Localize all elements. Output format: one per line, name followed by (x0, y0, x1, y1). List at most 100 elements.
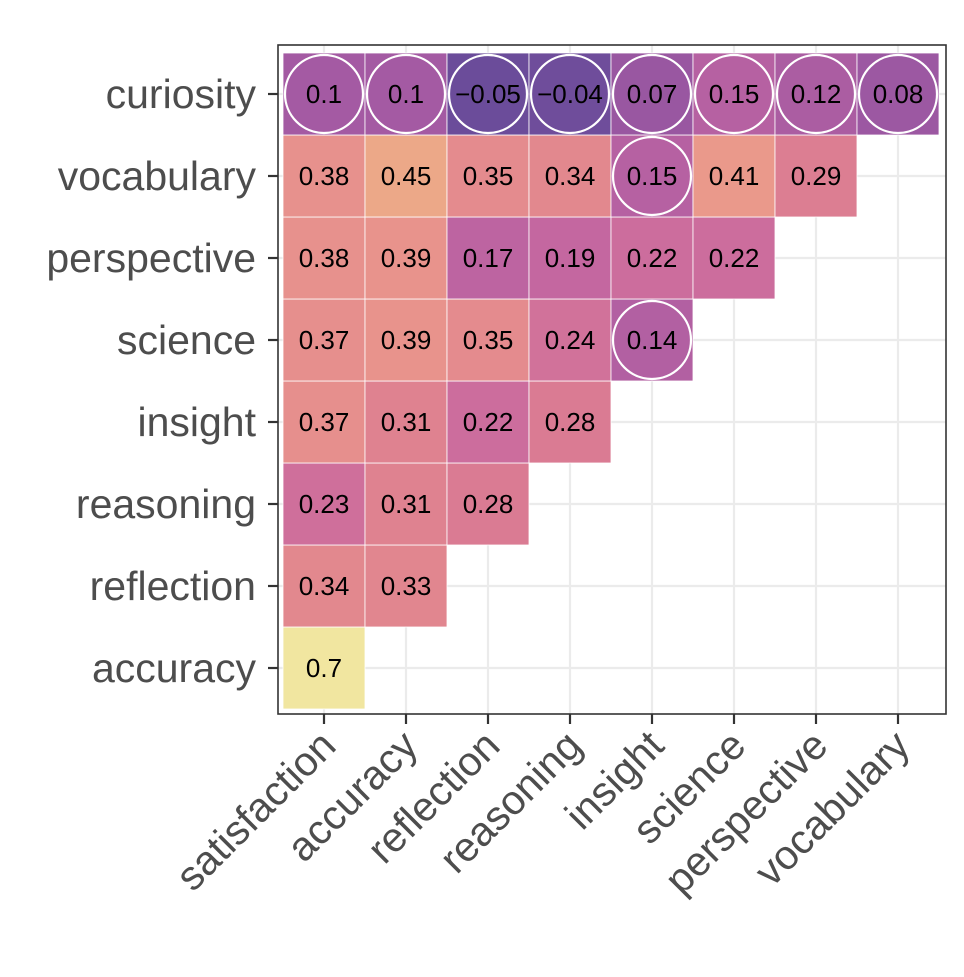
heatmap-cell: 0.1 (282, 52, 366, 136)
cell-value-label: −0.04 (537, 79, 603, 109)
cell-circle-marker (365, 53, 447, 135)
cell-value-label: 0.37 (299, 407, 350, 437)
heatmap-cell: 0.34 (282, 544, 366, 628)
cell-tile (446, 380, 530, 464)
cell-tile (446, 134, 530, 218)
cell-value-label: 0.19 (545, 243, 596, 273)
y-tick-label: reasoning (76, 481, 256, 527)
cell-value-label: 0.7 (306, 653, 342, 683)
cell-value-label: 0.12 (791, 79, 842, 109)
cell-value-label: −0.05 (455, 79, 521, 109)
heatmap-cell: 0.08 (856, 52, 940, 136)
heatmap-cell: 0.7 (282, 626, 366, 710)
cell-tile (528, 380, 612, 464)
cell-value-label: 0.34 (545, 161, 596, 191)
heatmap-cell: 0.24 (528, 298, 612, 382)
y-tick-label: reflection (90, 563, 256, 609)
heatmap-cell: 0.14 (610, 298, 694, 382)
cell-circle-marker (611, 299, 693, 381)
heatmap-cell: 0.38 (282, 134, 366, 218)
heatmap-cell: 0.29 (774, 134, 858, 218)
cell-tile (774, 134, 858, 218)
cell-value-label: 0.22 (463, 407, 514, 437)
heatmap-cell: 0.39 (364, 216, 448, 300)
cell-value-label: 0.39 (381, 325, 432, 355)
cell-circle-marker (611, 135, 693, 217)
cell-circle-marker (857, 53, 939, 135)
cell-value-label: 0.17 (463, 243, 514, 273)
heatmap-cell: 0.17 (446, 216, 530, 300)
y-tick-label: accuracy (92, 645, 257, 691)
heatmap-cell: 0.1 (364, 52, 448, 136)
cell-tile (446, 216, 530, 300)
panel-border (277, 44, 947, 715)
cell-tile (528, 216, 612, 300)
cell-value-label: 0.1 (388, 79, 424, 109)
heatmap-cell: 0.15 (610, 134, 694, 218)
heatmap-cell: 0.45 (364, 134, 448, 218)
heatmap-cell: 0.41 (692, 134, 776, 218)
heatmap-cell: 0.37 (282, 380, 366, 464)
heatmap-cells: 0.7 0.34 0.33 0.23 0.31 0.28 0.37 0.31 0.22 0.28 0… (282, 52, 940, 710)
cell-circle-marker (283, 53, 365, 135)
cell-value-label: 0.34 (299, 571, 350, 601)
cell-value-label: 0.31 (381, 489, 432, 519)
cell-circle-marker (693, 53, 775, 135)
cell-value-label: 0.07 (627, 79, 678, 109)
cell-value-label: 0.38 (299, 161, 350, 191)
cell-value-label: 0.08 (873, 79, 924, 109)
cell-value-label: 0.35 (463, 325, 514, 355)
cell-value-label: 0.38 (299, 243, 350, 273)
heatmap-cell: 0.37 (282, 298, 366, 382)
cell-value-label: 0.24 (545, 325, 596, 355)
cell-tile (282, 298, 366, 382)
heatmap-cell: 0.35 (446, 298, 530, 382)
heatmap-cell: 0.12 (774, 52, 858, 136)
heatmap-cell: 0.39 (364, 298, 448, 382)
y-tick-label: science (117, 317, 256, 363)
cell-value-label: 0.35 (463, 161, 514, 191)
cell-tile (364, 380, 448, 464)
y-tick-label: insight (137, 399, 256, 445)
heatmap-cell: 0.35 (446, 134, 530, 218)
cell-tile (282, 216, 366, 300)
cell-value-label: 0.14 (627, 325, 678, 355)
cell-value-label: 0.33 (381, 571, 432, 601)
y-tick-label: curiosity (106, 71, 257, 117)
cell-value-label: 0.15 (709, 79, 760, 109)
heatmap-cell: 0.19 (528, 216, 612, 300)
heatmap-cell: 0.28 (446, 462, 530, 546)
cell-value-label: 0.29 (791, 161, 842, 191)
cell-value-label: 0.28 (545, 407, 596, 437)
cell-value-label: 0.39 (381, 243, 432, 273)
cell-circle-marker (529, 53, 611, 135)
cell-value-label: 0.22 (709, 243, 760, 273)
heatmap-cell: 0.31 (364, 462, 448, 546)
heatmap-cell: 0.34 (528, 134, 612, 218)
heatmap-cell: 0.22 (446, 380, 530, 464)
cell-value-label: 0.45 (381, 161, 432, 191)
cell-circle-marker (775, 53, 857, 135)
cell-tile (282, 544, 366, 628)
heatmap-cell: 0.28 (528, 380, 612, 464)
cell-value-label: 0.37 (299, 325, 350, 355)
cell-tile (692, 134, 776, 218)
heatmap-cell: 0.07 (610, 52, 694, 136)
cell-tile (610, 216, 694, 300)
heatmap-cell: 0.31 (364, 380, 448, 464)
heatmap-cell: 0.22 (692, 216, 776, 300)
heatmap-cell: 0.15 (692, 52, 776, 136)
cell-circle-marker (447, 53, 529, 135)
y-tick-label: perspective (46, 235, 256, 281)
cell-tile (528, 134, 612, 218)
cell-value-label: 0.31 (381, 407, 432, 437)
cell-value-label: 0.28 (463, 489, 514, 519)
cell-circle-marker (611, 53, 693, 135)
heatmap-cell: −0.04 (528, 52, 612, 136)
cell-value-label: 0.1 (306, 79, 342, 109)
cell-tile (364, 544, 448, 628)
cell-value-label: 0.23 (299, 489, 350, 519)
heatmap-cell: 0.33 (364, 544, 448, 628)
